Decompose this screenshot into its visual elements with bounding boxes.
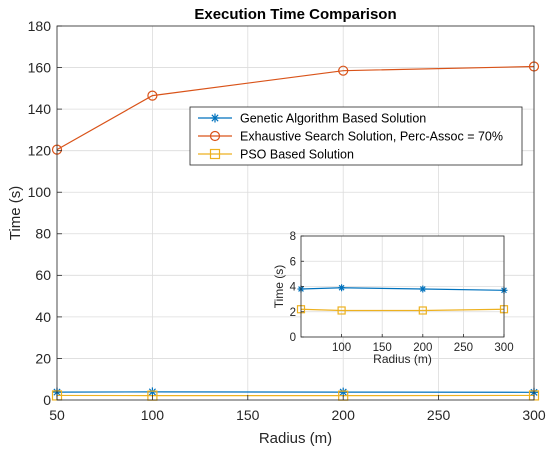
inset-y-axis-label: Time (s) xyxy=(272,265,286,309)
data-point-asterisk xyxy=(338,387,348,397)
main-y-axis-label: Time (s) xyxy=(7,186,24,240)
main-x-axis-label: Radius (m) xyxy=(259,430,332,447)
main-plot-frame xyxy=(56,25,535,401)
data-point-square xyxy=(418,306,427,315)
y-tick-label: 80 xyxy=(35,226,51,242)
x-tick-label: 50 xyxy=(49,407,65,423)
x-tick-label: 200 xyxy=(413,342,432,354)
legend-entries: Genetic Algorithm Based Solution Exhausti… xyxy=(198,112,503,162)
x-tick-label: 100 xyxy=(141,407,165,423)
legend-marker-square xyxy=(209,148,221,160)
main-plot-area xyxy=(57,26,534,400)
x-tick-label: 200 xyxy=(332,407,356,423)
y-tick-label: 4 xyxy=(290,282,297,294)
data-point-asterisk xyxy=(419,285,427,293)
series-line-0 xyxy=(300,287,505,291)
x-tick-label: 150 xyxy=(236,407,260,423)
x-tick-label: 250 xyxy=(427,407,451,423)
data-point-square xyxy=(337,306,346,315)
inset-ticks: 100 150 200 250 300 0 2 4 6 8 xyxy=(290,231,514,354)
y-tick-label: 160 xyxy=(28,59,52,75)
data-point-asterisk xyxy=(338,284,346,292)
series-line-1 xyxy=(300,308,505,312)
y-tick-label: 0 xyxy=(290,332,296,344)
legend-label: PSO Based Solution xyxy=(240,148,354,162)
legend-label: Exhaustive Search Solution, Perc-Assoc =… xyxy=(240,130,503,144)
inset-chart: 100 150 200 250 300 0 2 4 6 8 Radius (m) Time (s) xyxy=(272,231,514,366)
y-tick-label: 20 xyxy=(35,350,51,366)
y-tick-label: 60 xyxy=(35,267,51,283)
x-tick-label: 100 xyxy=(332,342,351,354)
y-tick-label: 0 xyxy=(43,392,51,408)
legend-marker-asterisk xyxy=(210,113,220,123)
y-tick-label: 8 xyxy=(290,231,296,243)
x-tick-label: 150 xyxy=(373,342,392,354)
y-tick-label: 40 xyxy=(35,309,51,325)
x-tick-label: 250 xyxy=(454,342,473,354)
inset-x-axis-label: Radius (m) xyxy=(373,352,432,366)
main-title: Execution Time Comparison xyxy=(194,6,396,23)
legend: Genetic Algorithm Based Solution Exhausti… xyxy=(189,106,523,166)
y-tick-label: 180 xyxy=(28,18,52,34)
legend-box xyxy=(189,106,523,166)
data-point-asterisk xyxy=(147,387,157,397)
y-tick-label: 2 xyxy=(290,307,296,319)
main-ticks: 50 100 150 200 250 30002040608010012014016018… xyxy=(28,18,546,423)
y-tick-label: 6 xyxy=(290,256,296,268)
series-line-1 xyxy=(56,65,535,151)
x-tick-label: 300 xyxy=(494,342,513,354)
y-tick-label: 100 xyxy=(28,184,52,200)
main-chart: 50 100 150 200 250 30002040608010012014016018… xyxy=(7,6,546,447)
y-tick-label: 120 xyxy=(28,143,52,159)
x-tick-label: 300 xyxy=(522,407,546,423)
legend-label: Genetic Algorithm Based Solution xyxy=(240,112,426,126)
data-point-circle xyxy=(338,65,349,76)
legend-marker-circle xyxy=(209,130,221,142)
y-tick-label: 140 xyxy=(28,101,52,117)
data-point-circle xyxy=(147,90,158,101)
